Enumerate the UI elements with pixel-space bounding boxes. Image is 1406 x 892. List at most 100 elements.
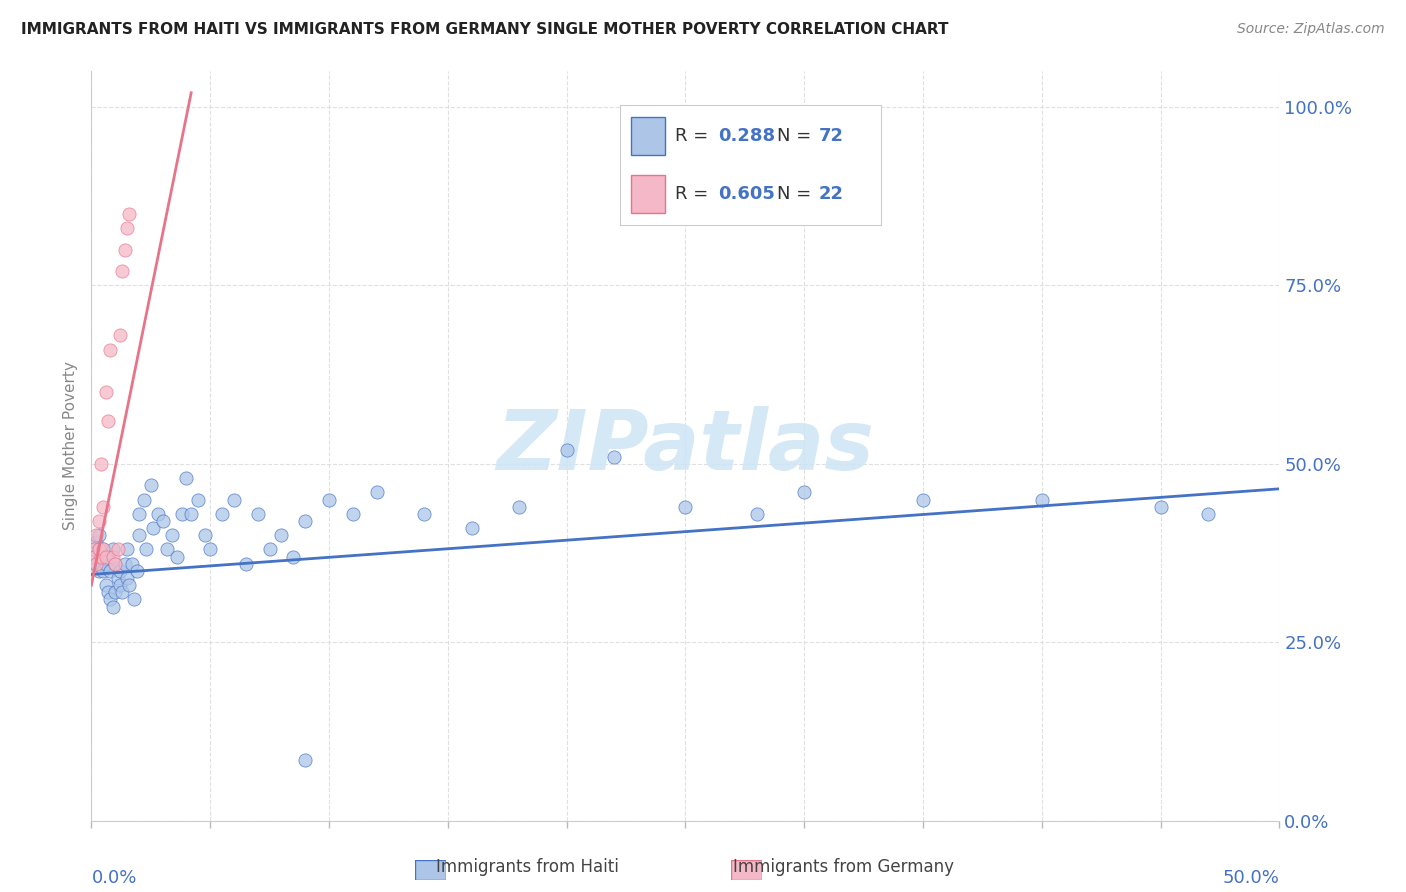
Point [111, 585, 134, 599]
Point [87, 514, 110, 528]
Point [555, 442, 578, 457]
Point [84, 535, 107, 549]
Point [222, 492, 245, 507]
Point [128, 528, 150, 542]
Point [246, 507, 269, 521]
Point [91, 500, 114, 514]
Point [235, 557, 257, 571]
Point [108, 564, 131, 578]
Point [87, 564, 110, 578]
Point [84, 557, 107, 571]
Point [366, 485, 388, 500]
Point [94, 578, 117, 592]
Point [283, 549, 305, 564]
Point [122, 592, 145, 607]
Point [187, 492, 209, 507]
Point [87, 528, 110, 542]
Point [101, 542, 124, 557]
Point [87, 542, 110, 557]
Point [211, 507, 233, 521]
Point [139, 478, 162, 492]
Point [84, 557, 107, 571]
Point [200, 542, 222, 557]
Point [603, 450, 626, 464]
Point [156, 542, 179, 557]
Point [90, 457, 112, 471]
Point [107, 571, 129, 585]
Y-axis label: Single Mother Poverty: Single Mother Poverty [63, 361, 79, 531]
Point [911, 492, 934, 507]
Point [673, 500, 696, 514]
Text: 0.0%: 0.0% [91, 870, 136, 888]
Point [90, 549, 112, 564]
Point [146, 507, 169, 521]
Point [508, 500, 530, 514]
Point [114, 557, 136, 571]
Point [118, 207, 141, 221]
Point [1149, 500, 1171, 514]
Point [83, 549, 105, 564]
Point [104, 585, 127, 599]
Point [97, 414, 120, 428]
Point [101, 599, 124, 614]
Text: IMMIGRANTS FROM HAITI VS IMMIGRANTS FROM GERMANY SINGLE MOTHER POVERTY CORRELATI: IMMIGRANTS FROM HAITI VS IMMIGRANTS FROM… [21, 22, 949, 37]
Point [83, 549, 105, 564]
Point [97, 549, 120, 564]
Point [132, 492, 155, 507]
Point [180, 507, 202, 521]
Point [1197, 507, 1219, 521]
Point [94, 549, 117, 564]
Point [194, 528, 217, 542]
Point [90, 549, 112, 564]
Text: Source: ZipAtlas.com: Source: ZipAtlas.com [1237, 22, 1385, 37]
Point [104, 557, 127, 571]
Point [1031, 492, 1053, 507]
Point [118, 578, 141, 592]
Point [108, 328, 131, 343]
Point [115, 542, 138, 557]
Point [115, 221, 138, 235]
Point [91, 542, 114, 557]
Point [294, 514, 316, 528]
Point [115, 571, 138, 585]
Point [94, 557, 117, 571]
Point [100, 592, 122, 607]
Text: Immigrants from Haiti: Immigrants from Haiti [436, 858, 619, 876]
Point [160, 528, 183, 542]
Point [84, 528, 107, 542]
Point [97, 585, 120, 599]
Point [100, 343, 122, 357]
Point [90, 557, 112, 571]
Point [170, 507, 193, 521]
Point [111, 264, 134, 278]
Point [294, 753, 316, 767]
Point [104, 557, 127, 571]
Text: Immigrants from Germany: Immigrants from Germany [733, 858, 955, 876]
Point [259, 542, 281, 557]
Point [125, 564, 148, 578]
Point [121, 557, 143, 571]
Point [91, 542, 114, 557]
Point [793, 485, 815, 500]
Point [270, 528, 292, 542]
Point [166, 549, 188, 564]
Point [460, 521, 482, 535]
Text: ZIPatlas: ZIPatlas [496, 406, 875, 486]
Point [342, 507, 364, 521]
Point [413, 507, 436, 521]
Point [107, 542, 129, 557]
Point [142, 521, 165, 535]
Point [318, 492, 340, 507]
Point [94, 385, 117, 400]
Point [83, 542, 105, 557]
Point [114, 243, 136, 257]
Point [83, 542, 105, 557]
Point [100, 564, 122, 578]
Point [91, 564, 114, 578]
Point [152, 514, 174, 528]
Point [87, 542, 110, 557]
Point [101, 549, 124, 564]
Point [176, 471, 198, 485]
Point [745, 507, 768, 521]
Point [108, 578, 131, 592]
